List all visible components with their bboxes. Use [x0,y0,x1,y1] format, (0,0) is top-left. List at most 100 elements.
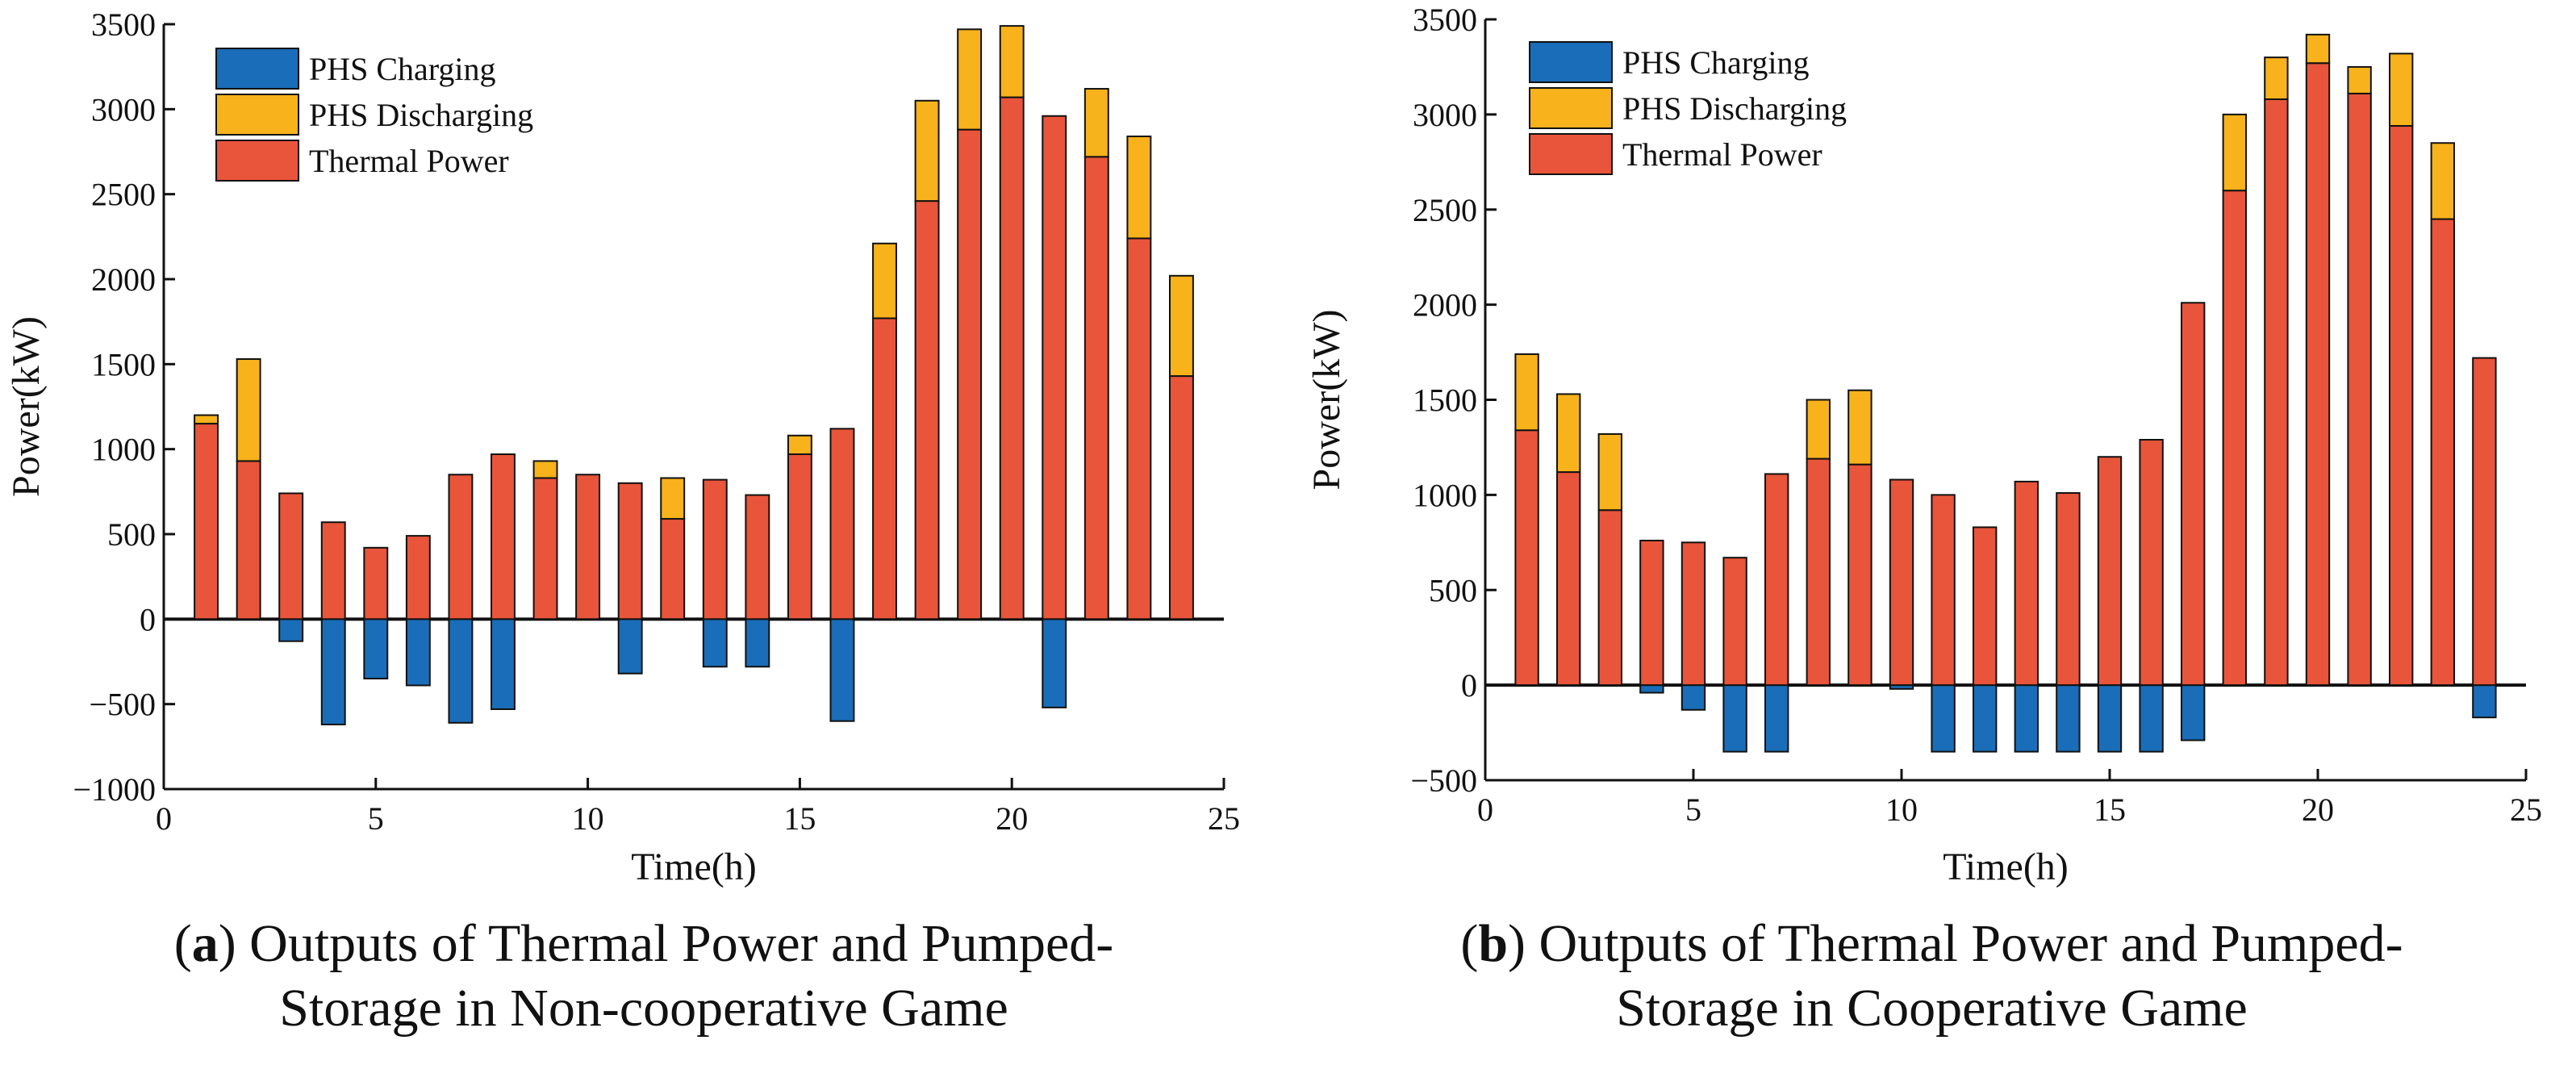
bar-phs-discharging [1168,274,1194,378]
legend-swatch [215,48,299,90]
bar-thermal-power [2305,62,2331,687]
x-tick-label: 25 [1208,800,1240,837]
bar-phs-discharging [999,25,1025,98]
bar-phs-discharging [660,477,686,520]
bar-thermal-power [2430,218,2455,687]
y-axis-label: Power(kW) [5,316,48,497]
bar-thermal-power [702,478,728,620]
bar-phs-charging [448,618,474,724]
bar-phs-charging [2056,684,2081,753]
bar-thermal-power [2014,480,2039,687]
bar-thermal-power [745,494,770,620]
legend-swatch [215,140,299,182]
bar-thermal-power [405,535,431,620]
bar-thermal-power [1639,539,1664,687]
bar-phs-discharging [1126,136,1152,240]
caption-title-line-2: Storage in Cooperative Game [1616,979,2248,1038]
panel-letter: b [1478,914,1509,973]
bar-phs-discharging [1556,393,1581,474]
bar-thermal-power [448,474,474,620]
x-tick-label: 15 [783,800,816,837]
bar-thermal-power [1042,115,1067,620]
y-tick-label: 3000 [1413,97,1477,133]
y-tick-label: 3500 [1413,2,1477,38]
bar-phs-charging [702,618,728,668]
legend-swatch [1529,41,1613,83]
bar-phs-charging [491,618,516,710]
y-tick-label: 2000 [1413,287,1477,324]
bar-thermal-power [363,546,389,620]
legend-label: PHS Discharging [309,97,533,133]
bar-phs-charging [1973,684,1998,753]
x-tick-label: 0 [1477,792,1493,828]
x-tick-label: 10 [572,800,604,837]
panel-letter: a [191,914,219,973]
bar-thermal-power [1126,237,1152,620]
bar-phs-discharging [1806,399,1831,460]
bar-phs-charging [829,618,855,722]
bar-phs-charging [2097,684,2123,753]
bar-thermal-power [1889,478,1914,687]
bar-thermal-power [236,460,261,620]
chart-non-cooperative: −1000 −500 0 500 1000 1500 2000 2500 3000 3500 0 5 1… [5,6,1240,888]
x-tick-label: 20 [2302,792,2334,828]
caption-cooperative: (b) Outputs of Thermal Power and Pumped-… [1288,912,2576,1041]
bar-phs-charging [617,618,643,675]
bar-phs-discharging [957,28,983,131]
bar-thermal-power [1722,557,1747,687]
bar-phs-discharging [2430,142,2455,220]
bar-thermal-power [194,423,219,620]
bar-phs-charging [2014,684,2039,753]
y-tick-label: 2500 [91,177,156,213]
bar-thermal-power [914,200,940,620]
x-tick-label: 10 [1885,792,1918,828]
bar-thermal-power [575,474,601,620]
y-tick-label: −1000 [73,771,156,808]
bar-phs-discharging [1847,389,1873,466]
bar-phs-charging [1680,684,1706,711]
bar-thermal-power [491,453,516,620]
caption-line-1: (b) Outputs of Thermal Power and Pumped- [1460,914,2403,973]
y-tick-label: 1000 [91,432,156,468]
bar-phs-charging [2472,684,2497,719]
legend-label: Thermal Power [1622,136,1822,173]
bar-thermal-power [2139,439,2164,687]
bar-thermal-power [1083,156,1109,620]
bar-phs-discharging [1597,432,1622,512]
bar-thermal-power [829,428,855,620]
x-axis-label: Time(h) [631,846,757,888]
x-tick-label: 25 [2510,792,2542,828]
bar-thermal-power [660,518,686,620]
bar-thermal-power [2264,98,2289,687]
legend-swatch [1529,87,1613,129]
x-tick-label: 5 [368,800,384,837]
y-tick-label: 3000 [91,91,156,127]
bar-thermal-power [320,521,346,620]
caption-title-line-1: Outputs of Thermal Power and Pumped- [249,914,1114,973]
bar-thermal-power [2347,92,2372,687]
bar-phs-discharging [787,434,812,455]
y-tick-label: −500 [89,687,156,723]
bar-thermal-power [999,96,1025,620]
y-tick-label: −500 [1410,762,1477,799]
legend-label: PHS Charging [1622,44,1810,81]
bar-thermal-power [532,477,558,620]
legend-label: PHS Charging [309,51,496,87]
bar-phs-discharging [194,414,219,425]
bar-thermal-power [1973,526,1998,687]
bar-phs-charging [2181,684,2206,741]
bar-thermal-power [2181,302,2206,687]
bar-phs-discharging [1083,88,1109,158]
bar-phs-charging [1764,684,1789,753]
bar-thermal-power [617,482,643,620]
bar-thermal-power [1764,473,1789,687]
bar-thermal-power [2097,456,2123,687]
caption-non-cooperative: (a) Outputs of Thermal Power and Pumped-… [0,912,1288,1041]
bar-phs-charging [405,618,431,687]
y-tick-label: 0 [140,601,156,637]
bar-phs-discharging [2222,113,2247,192]
y-tick-label: 1000 [1413,477,1477,513]
bar-thermal-power [872,317,897,620]
